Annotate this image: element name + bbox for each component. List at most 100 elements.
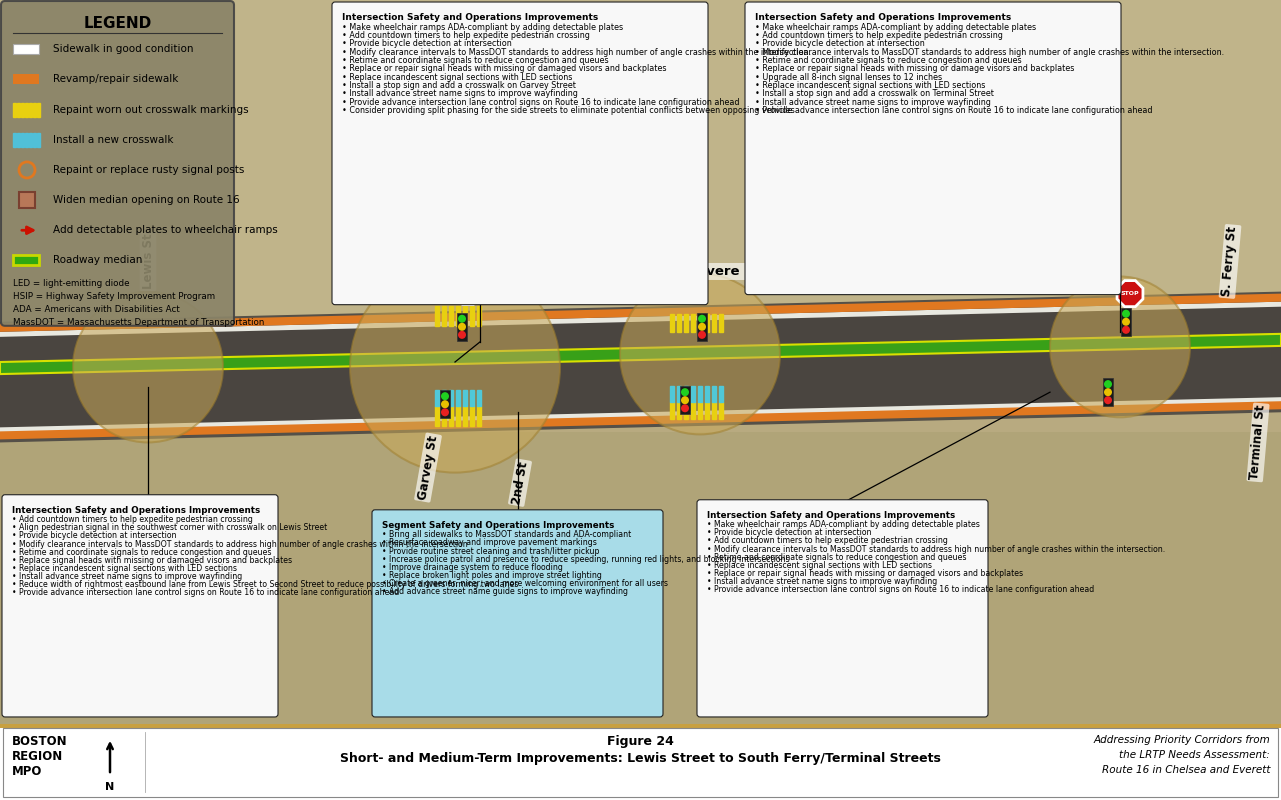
Text: STOP: STOP xyxy=(459,289,478,294)
Polygon shape xyxy=(20,102,23,117)
Text: • Replace incandescent signal sections with LED sections: • Replace incandescent signal sections w… xyxy=(707,561,933,570)
Circle shape xyxy=(459,331,466,339)
Polygon shape xyxy=(442,306,446,326)
Polygon shape xyxy=(0,300,1281,434)
Polygon shape xyxy=(436,406,439,426)
Text: LED = light-emitting diode: LED = light-emitting diode xyxy=(13,278,129,287)
Polygon shape xyxy=(690,386,696,402)
Polygon shape xyxy=(450,306,453,326)
Text: N: N xyxy=(105,782,114,792)
Text: • Retime and coordinate signals to reduce congestion and queues: • Retime and coordinate signals to reduc… xyxy=(342,56,608,65)
Text: • Provide advance intersection lane control signs on Route 16 to indicate lane c: • Provide advance intersection lane cont… xyxy=(755,106,1153,115)
Bar xyxy=(1121,308,1131,336)
Text: • Improve drainage system to reduce flooding: • Improve drainage system to reduce floo… xyxy=(382,563,562,572)
Text: MassDOT = Massachusetts Department of Transportation: MassDOT = Massachusetts Department of Tr… xyxy=(13,318,264,326)
Text: REGION: REGION xyxy=(12,750,63,763)
Text: Intersection Safety and Operations Improvements: Intersection Safety and Operations Impro… xyxy=(12,506,260,514)
Circle shape xyxy=(698,322,706,331)
Text: • Add countdown timers to help expedite pedestrian crossing: • Add countdown timers to help expedite … xyxy=(12,515,252,524)
Text: the LRTP Needs Assessment:: the LRTP Needs Assessment: xyxy=(1120,750,1269,760)
FancyBboxPatch shape xyxy=(371,510,664,717)
Polygon shape xyxy=(0,302,1281,337)
Polygon shape xyxy=(684,386,688,402)
Text: • Replace signal heads with missing or damaged visors and backplates: • Replace signal heads with missing or d… xyxy=(12,556,292,565)
Bar xyxy=(680,386,690,414)
Text: Roadway median: Roadway median xyxy=(53,255,142,266)
Text: Add detectable plates to wheelchair ramps: Add detectable plates to wheelchair ramp… xyxy=(53,226,278,235)
Circle shape xyxy=(1104,396,1112,404)
Polygon shape xyxy=(0,402,1281,439)
Text: MPO: MPO xyxy=(12,765,42,778)
Polygon shape xyxy=(33,102,36,117)
Text: Segment Safety and Operations Improvements: Segment Safety and Operations Improvemen… xyxy=(382,521,615,530)
Polygon shape xyxy=(0,397,1281,432)
Text: • Add countdown timers to help expedite pedestrian crossing: • Add countdown timers to help expedite … xyxy=(342,31,589,40)
Text: Intersection Safety and Operations Improvements: Intersection Safety and Operations Impro… xyxy=(755,13,1011,22)
Bar xyxy=(457,313,468,341)
Polygon shape xyxy=(455,278,480,305)
Polygon shape xyxy=(719,386,722,402)
Polygon shape xyxy=(698,314,702,332)
Circle shape xyxy=(1122,310,1130,318)
Polygon shape xyxy=(456,406,460,426)
Text: Intersection Safety and Operations Improvements: Intersection Safety and Operations Impro… xyxy=(707,511,956,520)
FancyBboxPatch shape xyxy=(746,2,1121,294)
Text: Figure 24: Figure 24 xyxy=(607,735,674,748)
Polygon shape xyxy=(719,314,722,332)
Polygon shape xyxy=(477,306,480,326)
Text: • Replace incandescent signal sections with LED sections: • Replace incandescent signal sections w… xyxy=(12,564,237,573)
Circle shape xyxy=(698,314,706,322)
Circle shape xyxy=(1050,277,1190,418)
Polygon shape xyxy=(26,102,27,117)
Text: S. Ferry St: S. Ferry St xyxy=(1221,226,1240,297)
Polygon shape xyxy=(462,406,468,426)
Text: • Reduce width of rightmost eastbound lane from Lewis Street to Second Street to: • Reduce width of rightmost eastbound la… xyxy=(12,580,519,590)
Text: • Upgrade all 8-inch signal lenses to 12 inches: • Upgrade all 8-inch signal lenses to 12… xyxy=(755,73,942,82)
Polygon shape xyxy=(37,102,40,117)
Text: • Install a stop sign and add a crosswalk on Terminal Street: • Install a stop sign and add a crosswal… xyxy=(755,90,994,98)
Polygon shape xyxy=(698,402,702,419)
Polygon shape xyxy=(712,402,716,419)
Text: STOP: STOP xyxy=(1121,291,1139,296)
Text: Revamp/repair sidewalk: Revamp/repair sidewalk xyxy=(53,74,178,85)
Text: • Retime and coordinate signals to reduce congestion and queues: • Retime and coordinate signals to reduc… xyxy=(755,56,1022,65)
Polygon shape xyxy=(20,133,23,147)
Polygon shape xyxy=(670,314,674,332)
FancyBboxPatch shape xyxy=(332,2,708,305)
Polygon shape xyxy=(670,386,674,402)
Polygon shape xyxy=(690,402,696,419)
Polygon shape xyxy=(0,294,1281,332)
Polygon shape xyxy=(684,314,688,332)
Polygon shape xyxy=(477,406,480,426)
Polygon shape xyxy=(705,314,708,332)
Bar xyxy=(19,192,35,208)
Text: • Make wheelchair ramps ADA-compliant by adding detectable plates: • Make wheelchair ramps ADA-compliant by… xyxy=(342,22,623,32)
Text: • Provide advance intersection lane control signs on Route 16 to indicate lane c: • Provide advance intersection lane cont… xyxy=(12,589,400,598)
Text: • Provide bicycle detection at intersection: • Provide bicycle detection at intersect… xyxy=(707,528,871,538)
Polygon shape xyxy=(684,402,688,419)
Text: • Provide bicycle detection at intersection: • Provide bicycle detection at intersect… xyxy=(755,39,925,48)
Circle shape xyxy=(441,392,450,400)
Text: • Bring all sidewalks to MassDOT standards and ADA-compliant: • Bring all sidewalks to MassDOT standar… xyxy=(382,530,632,539)
Text: • Replace or repair signal heads with missing or damaged visors and backplates: • Replace or repair signal heads with mi… xyxy=(342,64,666,74)
Polygon shape xyxy=(17,133,19,147)
Text: • Add countdown timers to help expedite pedestrian crossing: • Add countdown timers to help expedite … xyxy=(707,537,948,546)
Polygon shape xyxy=(436,306,439,326)
Text: BOSTON: BOSTON xyxy=(12,735,68,748)
Text: Repaint worn out crosswalk markings: Repaint worn out crosswalk markings xyxy=(53,105,249,114)
Text: • Modify clearance intervals to MassDOT standards to address high number of angl: • Modify clearance intervals to MassDOT … xyxy=(12,539,468,549)
Text: 2nd St: 2nd St xyxy=(336,230,374,272)
Polygon shape xyxy=(456,306,460,326)
Polygon shape xyxy=(450,390,453,406)
Polygon shape xyxy=(1117,281,1143,306)
Text: • Replace incandescent signal sections with LED sections: • Replace incandescent signal sections w… xyxy=(342,73,573,82)
Polygon shape xyxy=(442,406,446,426)
Text: • Modify clearance intervals to MassDOT standards to address high number of angl: • Modify clearance intervals to MassDOT … xyxy=(755,48,1225,57)
Circle shape xyxy=(620,274,780,434)
Text: • Make wheelchair ramps ADA-compliant by adding detectable plates: • Make wheelchair ramps ADA-compliant by… xyxy=(755,22,1036,32)
Circle shape xyxy=(1104,388,1112,396)
Text: • Install a stop sign and add a crosswalk on Garvey Street: • Install a stop sign and add a crosswal… xyxy=(342,81,576,90)
Text: Intersection Safety and Operations Improvements: Intersection Safety and Operations Impro… xyxy=(342,13,598,22)
Text: • Install advance street name signs to improve wayfinding: • Install advance street name signs to i… xyxy=(707,577,938,586)
Polygon shape xyxy=(442,390,446,406)
